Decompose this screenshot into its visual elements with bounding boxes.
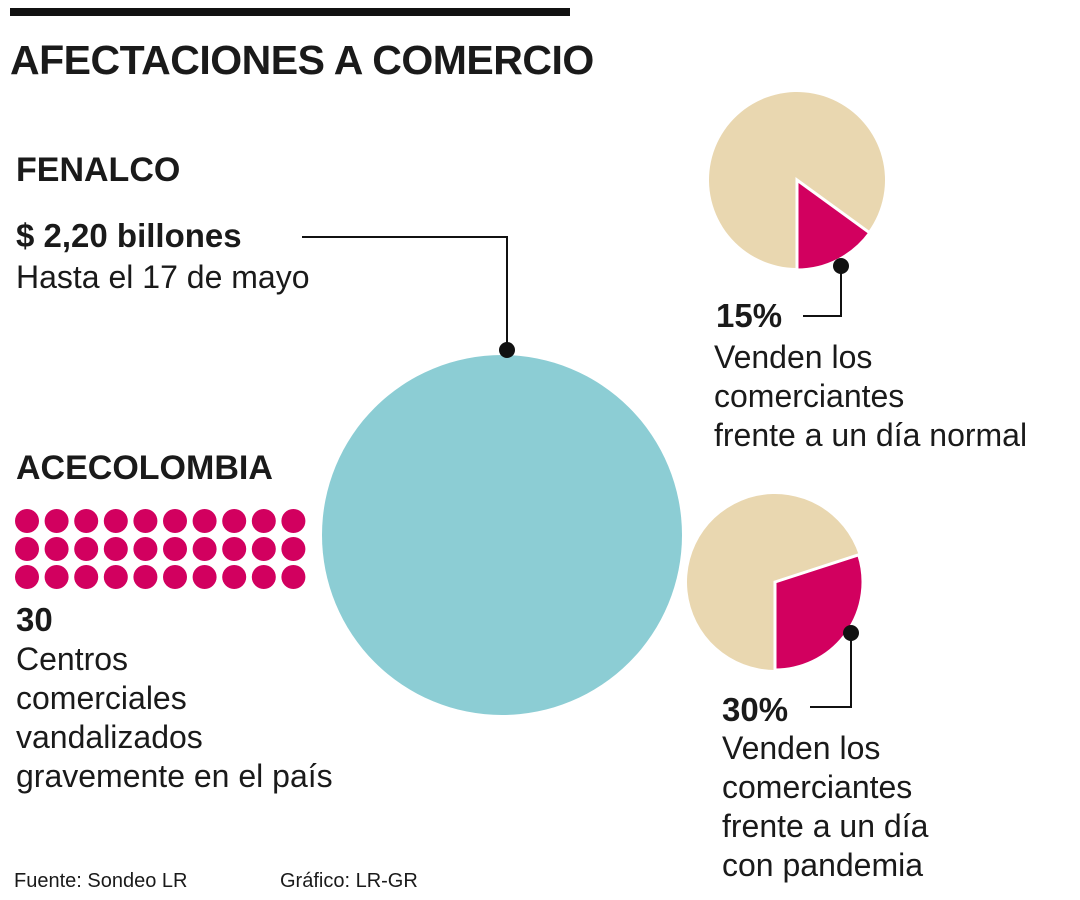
- mall-dot: [281, 509, 306, 533]
- pie-normal-leader-dot: [833, 258, 849, 274]
- mall-dot: [133, 565, 158, 589]
- mall-dot: [44, 565, 69, 589]
- mall-dot: [251, 509, 276, 533]
- mall-dot: [103, 509, 128, 533]
- page-title: AFECTACIONES A COMERCIO: [10, 37, 594, 83]
- fenalco-value: $ 2,20 billones: [16, 217, 242, 254]
- fenalco-leader-line: [302, 236, 508, 350]
- mall-dot: [222, 537, 247, 561]
- pie-pandemia-label: 30%: [722, 691, 789, 728]
- mall-dot: [281, 537, 306, 561]
- pie-normal-leader-line: [803, 266, 842, 317]
- mall-dot: [133, 509, 158, 533]
- mall-dot: [163, 537, 187, 561]
- mall-dot: [133, 537, 158, 561]
- mall-dot: [192, 509, 217, 533]
- top-rule: [10, 8, 570, 16]
- mall-dot: [251, 537, 276, 561]
- pie-pandemia-description: Venden los comerciantes frente a un día …: [722, 730, 929, 883]
- acecolombia-heading: ACECOLOMBIA: [16, 449, 273, 487]
- pie-pandemia-leader-line: [810, 633, 852, 708]
- pie-pandemia-chart: [687, 494, 865, 708]
- fenalco-heading: FENALCO: [16, 151, 181, 189]
- credit-note: Gráfico: LR-GR: [280, 870, 418, 892]
- mall-dot: [74, 509, 99, 533]
- pie-pandemia-rest-slice: [687, 494, 859, 670]
- mall-dot: [74, 565, 99, 589]
- fenalco-leader-dot: [499, 342, 515, 358]
- pie-normal-chart: [708, 92, 885, 317]
- mall-dot: [15, 565, 39, 589]
- mall-dot: [192, 537, 217, 561]
- mall-dot: [163, 565, 187, 589]
- pie-normal-label: 15%: [716, 297, 783, 334]
- pie-pandemia-leader-dot: [843, 625, 859, 641]
- fenalco-detail: Hasta el 17 de mayo: [16, 259, 310, 295]
- mall-dot: [103, 537, 128, 561]
- mall-dot: [163, 509, 187, 533]
- acecolombia-count: 30: [16, 601, 53, 638]
- mall-dot: [74, 537, 99, 561]
- mall-dot: [44, 509, 69, 533]
- mall-dot: [251, 565, 276, 589]
- mall-dot: [222, 565, 247, 589]
- fenalco-bubble-group: [302, 236, 682, 715]
- mall-dots-group: [15, 509, 306, 589]
- mall-dot: [222, 509, 247, 533]
- source-note: Fuente: Sondeo LR: [14, 870, 188, 892]
- mall-dot: [281, 565, 306, 589]
- mall-dot: [192, 565, 217, 589]
- mall-dot: [103, 565, 128, 589]
- pie-normal-description: Venden los comerciantes frente a un día …: [714, 339, 1028, 453]
- mall-dot: [15, 537, 39, 561]
- mall-dot: [15, 509, 39, 533]
- fenalco-bubble: [322, 355, 682, 715]
- mall-dot: [44, 537, 69, 561]
- acecolombia-description: Centros comerciales vandalizados graveme…: [16, 641, 333, 794]
